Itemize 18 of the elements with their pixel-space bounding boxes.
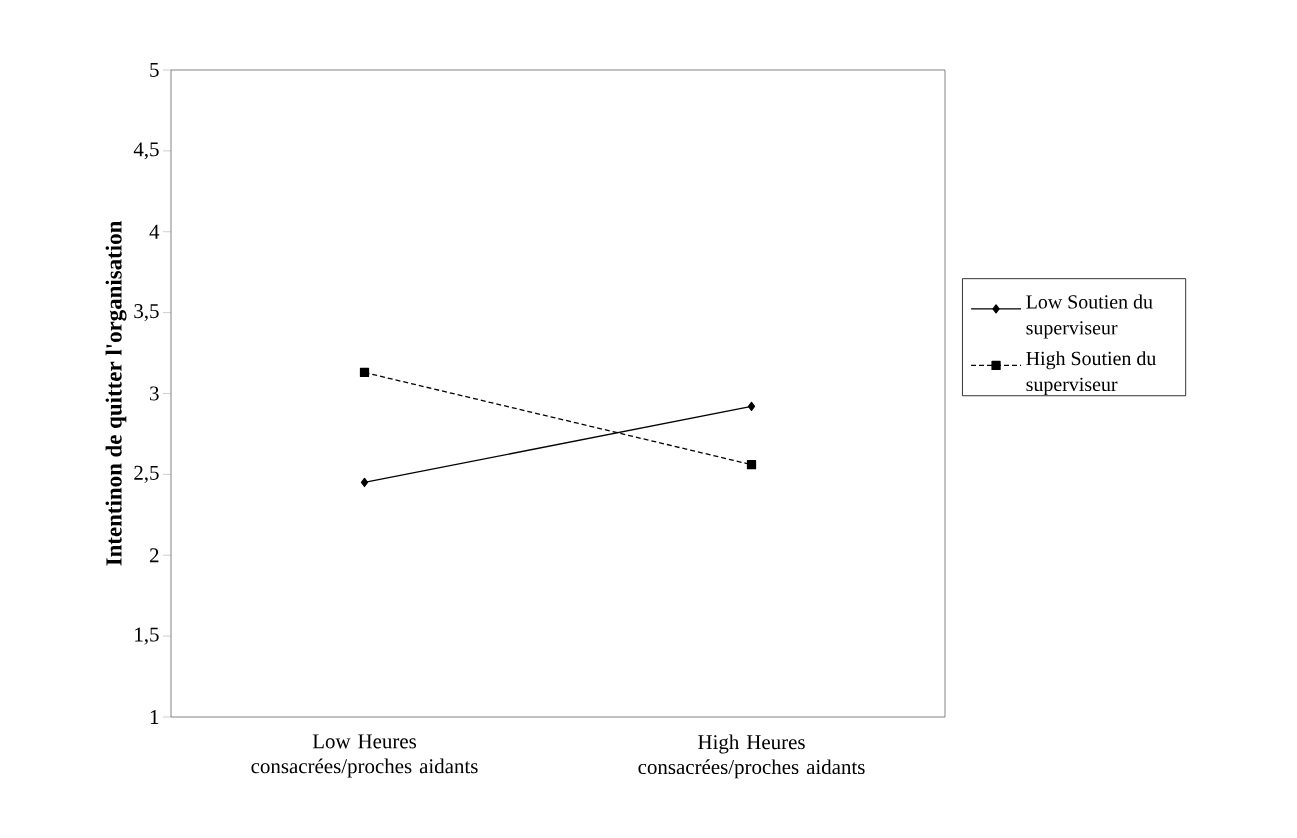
y-tick-label: 2,5 <box>134 465 159 483</box>
point <box>359 367 370 378</box>
point <box>360 477 369 488</box>
y-tick-label: 3 <box>150 386 159 401</box>
y-tick-label: 3,5 <box>134 304 159 322</box>
x-tick-label: Low Heures consacrées/proches aidants <box>251 734 478 778</box>
x-tick-label: High Heures consacrées/proches aidants <box>638 734 865 779</box>
legend-label: Low Soutien du superviseur <box>1026 294 1153 339</box>
y-tick-label: 1,5 <box>135 627 159 645</box>
y-tick-label: 1 <box>150 710 159 724</box>
y-tick-label: 4 <box>149 224 160 239</box>
y-tick-label: 4,5 <box>133 142 159 160</box>
y-tick-label: 5 <box>150 63 159 77</box>
point <box>747 401 756 412</box>
y-tick-label: 2 <box>149 548 159 563</box>
legend-label: High Soutien du superviseur <box>1026 351 1156 396</box>
point <box>746 460 757 470</box>
y-axis-title: Intentinon de quitter l'organisation <box>105 221 127 566</box>
